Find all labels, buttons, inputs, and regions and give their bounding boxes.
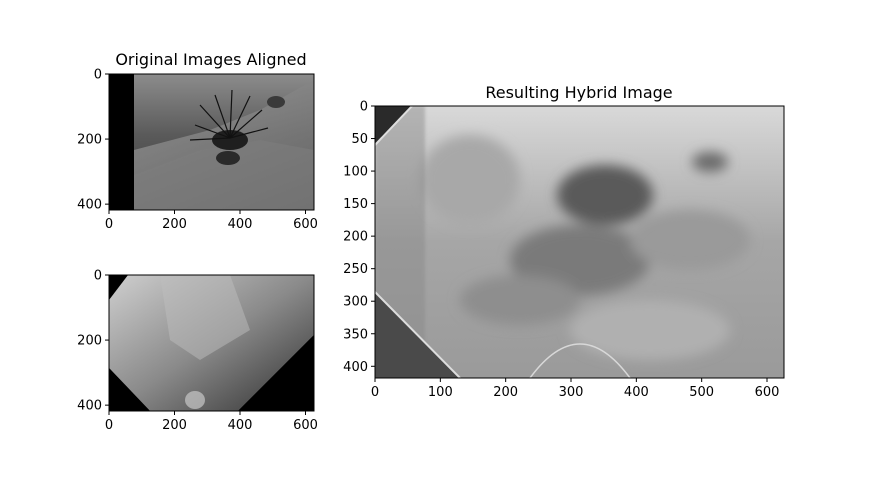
x-tick-label: 400 <box>228 418 253 433</box>
x-tick-label: 0 <box>105 418 113 433</box>
y-tick-label: 400 <box>343 360 368 375</box>
panel-b-y-ticks: 0 200 400 <box>77 269 109 414</box>
x-tick-label: 0 <box>371 385 379 400</box>
panel-b-frame <box>108 274 315 412</box>
panel-a-y-ticks: 0 200 400 <box>77 68 109 213</box>
panel-c-frame <box>374 105 785 379</box>
panel-c-title: Resulting Hybrid Image <box>485 83 672 102</box>
y-tick-label: 0 <box>94 68 102 83</box>
y-tick-label: 400 <box>77 399 102 414</box>
y-tick-label: 0 <box>360 100 368 115</box>
x-tick-label: 200 <box>162 418 187 433</box>
panel-c-x-ticks: 0 100 200 300 400 500 600 <box>371 378 780 400</box>
x-tick-label: 300 <box>559 385 584 400</box>
x-tick-label: 600 <box>755 385 780 400</box>
y-tick-label: 200 <box>77 334 102 349</box>
y-tick-label: 200 <box>77 133 102 148</box>
y-tick-label: 0 <box>94 269 102 284</box>
panel-c-image <box>375 106 784 378</box>
panel-a-title: Original Images Aligned <box>115 50 306 69</box>
x-tick-label: 200 <box>162 217 187 232</box>
panel-a-x-ticks: 0 200 400 600 <box>105 210 318 232</box>
x-tick-label: 400 <box>624 385 649 400</box>
x-tick-label: 500 <box>689 385 714 400</box>
panel-original-aligned: Original Images Aligned 0 200 400 600 0 200 4… <box>77 50 318 232</box>
y-tick-label: 50 <box>351 132 368 147</box>
panel-hybrid: Resulting Hybrid Image 0 100 200 300 400 500 6… <box>343 83 785 400</box>
y-tick-label: 300 <box>343 295 368 310</box>
y-tick-label: 250 <box>343 262 368 277</box>
panel-c-y-ticks: 0 50 100 150 200 250 300 350 400 <box>343 100 375 375</box>
y-tick-label: 400 <box>77 198 102 213</box>
x-tick-label: 0 <box>105 217 113 232</box>
x-tick-label: 600 <box>293 217 318 232</box>
x-tick-label: 600 <box>293 418 318 433</box>
x-tick-label: 400 <box>228 217 253 232</box>
y-tick-label: 200 <box>343 230 368 245</box>
x-tick-label: 200 <box>493 385 518 400</box>
y-tick-label: 150 <box>343 197 368 212</box>
panel-a-image <box>109 74 314 210</box>
y-tick-label: 350 <box>343 327 368 342</box>
y-tick-label: 100 <box>343 165 368 180</box>
panel-b-x-ticks: 0 200 400 600 <box>105 411 318 433</box>
panel-b-image <box>109 275 314 411</box>
panel-second-aligned: 0 200 400 600 0 200 400 <box>77 269 318 434</box>
x-tick-label: 100 <box>428 385 453 400</box>
panel-a-frame <box>108 73 315 211</box>
